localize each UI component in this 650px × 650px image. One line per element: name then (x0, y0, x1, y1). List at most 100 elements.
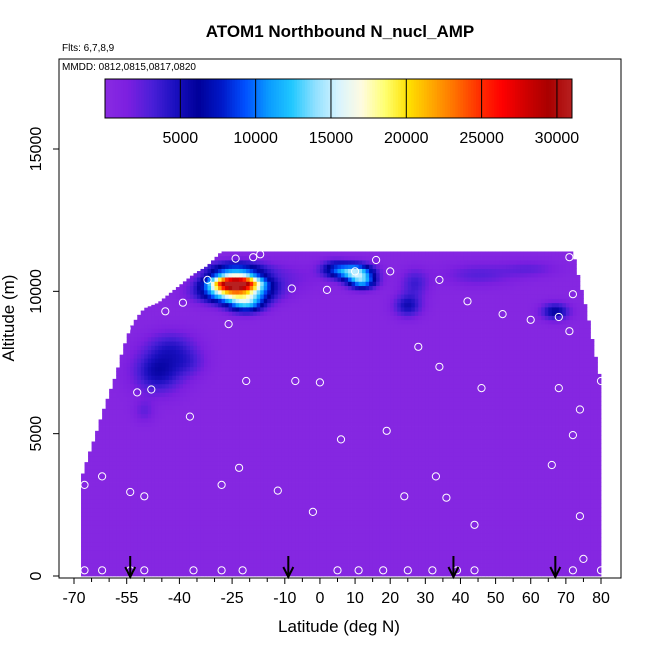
heatmap-cell (168, 379, 173, 385)
heatmap-cell (186, 383, 191, 389)
heatmap-cell (161, 435, 166, 440)
heatmap-cell (316, 567, 321, 573)
heatmap-cell (161, 302, 166, 308)
heatmap-cell (165, 443, 170, 449)
heatmap-cell (214, 392, 219, 398)
heatmap-cell (305, 281, 310, 287)
heatmap-cell (123, 405, 128, 410)
heatmap-cell (256, 494, 261, 500)
heatmap-cell (330, 499, 335, 504)
heatmap-cell (102, 554, 107, 560)
heatmap-cell (316, 430, 321, 436)
heatmap-cell (312, 383, 317, 389)
heatmap-cell (200, 298, 205, 304)
heatmap-cell (323, 516, 328, 521)
heatmap-cell (302, 255, 307, 261)
heatmap-cell (309, 558, 314, 564)
heatmap-cell (225, 430, 229, 436)
heatmap-cell (341, 469, 345, 474)
heatmap-cell (168, 464, 173, 470)
heatmap-cell (133, 328, 138, 334)
heatmap-cell (172, 546, 177, 551)
heatmap-cell (189, 302, 194, 308)
heatmap-cell (253, 443, 258, 449)
heatmap-cell (133, 473, 138, 479)
heatmap-cell (193, 328, 198, 334)
heatmap-cell (270, 430, 275, 436)
heatmap-cell (140, 383, 145, 389)
heatmap-cell (186, 315, 191, 321)
heatmap-cell (112, 452, 117, 457)
heatmap-cell (298, 529, 303, 534)
heatmap-cell (267, 418, 272, 423)
heatmap-cell (249, 541, 254, 547)
heatmap-cell (221, 285, 226, 291)
heatmap-cell (277, 469, 282, 474)
heatmap-cell (291, 537, 296, 543)
heatmap-cell (274, 452, 279, 457)
heatmap-cell (193, 511, 198, 517)
heatmap-cell (228, 430, 233, 436)
heatmap-cell (235, 324, 240, 329)
heatmap-cell (288, 494, 293, 500)
heatmap-cell (119, 396, 124, 402)
heatmap-cell (158, 366, 163, 372)
heatmap-cell (316, 533, 321, 538)
heatmap-cell (140, 336, 145, 342)
heatmap-cell (154, 563, 159, 568)
heatmap-cell (326, 447, 331, 453)
heatmap-cell (284, 294, 289, 299)
heatmap-cell (130, 477, 135, 483)
heatmap-cell (144, 460, 149, 466)
heatmap-cell (284, 319, 289, 325)
heatmap-cell (130, 358, 135, 363)
heatmap-cell (214, 567, 219, 573)
heatmap-cell (333, 400, 338, 406)
heatmap-cell (277, 375, 282, 380)
heatmap-cell (84, 520, 89, 526)
heatmap-cell (203, 503, 208, 509)
heatmap-cell (309, 460, 314, 466)
heatmap-cell (326, 400, 331, 406)
heatmap-cell (319, 413, 324, 419)
heatmap-cell (84, 567, 89, 573)
heatmap-cell (326, 409, 331, 415)
heatmap-cell (186, 426, 191, 432)
heatmap-cell (119, 443, 124, 449)
heatmap-cell (165, 371, 170, 376)
heatmap-cell (242, 285, 247, 291)
heatmap-cell (193, 345, 198, 351)
heatmap-cell (158, 558, 163, 564)
heatmap-cell (151, 554, 156, 560)
heatmap-cell (137, 422, 142, 427)
heatmap-cell (295, 418, 300, 423)
heatmap-cell (193, 477, 198, 483)
heatmap-cell (323, 558, 328, 564)
heatmap-cell (267, 426, 272, 432)
heatmap-cell (246, 264, 251, 269)
heatmap-cell (277, 388, 282, 393)
heatmap-cell (326, 554, 331, 560)
heatmap-cell (137, 571, 142, 577)
heatmap-cell (274, 311, 279, 316)
heatmap-cell (305, 486, 310, 491)
heatmap-cell (267, 400, 272, 406)
heatmap-cell (207, 482, 212, 487)
heatmap-cell (305, 477, 310, 483)
heatmap-cell (168, 554, 173, 560)
heatmap-cell (137, 533, 142, 538)
heatmap-cell (323, 482, 328, 487)
heatmap-cell (235, 571, 240, 577)
heatmap-cell (218, 482, 222, 487)
heatmap-cell (333, 456, 338, 462)
heatmap-cell (116, 486, 121, 491)
heatmap-cell (312, 464, 317, 470)
heatmap-cell (295, 541, 300, 547)
heatmap-cell (207, 294, 212, 299)
heatmap-cell (277, 405, 282, 410)
heatmap-cell (228, 264, 233, 269)
heatmap-cell (333, 341, 338, 346)
heatmap-cell (95, 464, 99, 470)
heatmap-cell (274, 558, 279, 564)
heatmap-cell (249, 430, 254, 436)
